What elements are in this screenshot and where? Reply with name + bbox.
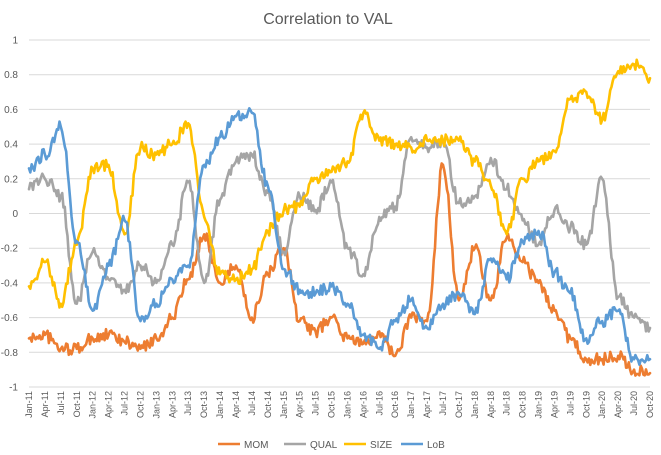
legend-label: QUAL	[310, 440, 338, 451]
series-line-qual	[27, 135, 652, 333]
chart-title: Correlation to VAL	[263, 11, 393, 28]
x-tick-label: Jan-16	[342, 391, 352, 419]
x-tick-label: Jul-16	[374, 391, 384, 416]
x-tick-label: Jan-18	[470, 391, 480, 419]
x-tick-label: Oct-11	[72, 391, 82, 417]
y-tick-label: 0	[12, 209, 18, 220]
x-tick-label: Jul-12	[120, 391, 130, 416]
x-tick-label: Oct-16	[390, 391, 400, 418]
legend-item-lob: LoB	[401, 440, 445, 451]
x-tick-label: Oct-15	[327, 391, 337, 418]
x-tick-label: Apr-20	[613, 391, 623, 418]
x-tick-label: Jan-19	[534, 391, 544, 419]
x-tick-label: Jul-17	[438, 391, 448, 416]
x-tick-label: Apr-14	[231, 391, 241, 418]
x-tick-label: Jan-11	[24, 391, 34, 418]
x-tick-label: Apr-17	[422, 391, 432, 418]
x-tick-label: Jul-20	[629, 391, 639, 416]
x-tick-label: Oct-20	[645, 391, 655, 418]
legend: MOM QUAL SIZE LoB	[218, 440, 445, 451]
x-tick-label: Oct-12	[135, 391, 145, 418]
y-tick-label: -0.8	[1, 348, 19, 359]
series-line-mom	[27, 162, 652, 377]
x-tick-label: Apr-15	[295, 391, 305, 418]
y-tick-label: 0.2	[4, 174, 18, 185]
x-tick-label: Jan-12	[88, 391, 98, 419]
legend-label: MOM	[244, 440, 268, 451]
x-axis: Jan-11 Apr-11 Jul-11 Oct-11 Jan-12 Apr-12 Jul-…	[24, 391, 655, 419]
y-tick-label: -1	[9, 383, 18, 394]
legend-item-qual: QUAL	[284, 440, 338, 451]
series-line-lob	[27, 107, 652, 366]
x-tick-label: Jan-17	[406, 391, 416, 419]
x-tick-label: Jan-14	[215, 391, 225, 419]
x-tick-label: Apr-13	[167, 391, 177, 418]
y-tick-label: -0.2	[1, 244, 19, 255]
legend-item-mom: MOM	[218, 440, 268, 451]
x-tick-label: Jul-18	[502, 391, 512, 416]
x-tick-label: Apr-11	[40, 391, 50, 417]
x-tick-label: Jul-13	[183, 391, 193, 416]
legend-item-size: SIZE	[344, 440, 393, 451]
y-tick-label: 0.6	[4, 105, 18, 116]
y-tick-label: 1	[12, 36, 18, 47]
x-tick-label: Jul-11	[56, 391, 66, 415]
y-tick-label: 0.4	[4, 140, 18, 151]
x-tick-label: Jan-20	[597, 391, 607, 419]
x-tick-label: Oct-17	[454, 391, 464, 418]
series-lines	[27, 58, 652, 377]
series-line-size	[27, 58, 652, 309]
legend-label: SIZE	[370, 440, 393, 451]
y-tick-label: -0.4	[1, 278, 19, 289]
x-tick-label: Oct-14	[263, 391, 273, 418]
x-tick-label: Apr-16	[358, 391, 368, 418]
y-tick-label: 0.8	[4, 70, 18, 81]
y-tick-label: -0.6	[1, 313, 19, 324]
x-tick-label: Jul-15	[311, 391, 321, 416]
x-tick-label: Oct-13	[199, 391, 209, 418]
legend-label: LoB	[427, 440, 445, 451]
x-tick-label: Jul-14	[247, 391, 257, 416]
x-tick-label: Apr-12	[104, 391, 114, 418]
x-tick-label: Jul-19	[565, 391, 575, 416]
x-tick-label: Jan-15	[279, 391, 289, 419]
x-tick-label: Jan-13	[151, 391, 161, 419]
x-tick-label: Apr-19	[549, 391, 559, 418]
x-tick-label: Oct-19	[581, 391, 591, 418]
x-tick-label: Oct-18	[518, 391, 528, 418]
x-tick-label: Apr-18	[486, 391, 496, 418]
y-axis: 1 0.8 0.6 0.4 0.2 0 -0.2 -0.4 -0.6 -0.8 -1	[1, 36, 19, 394]
